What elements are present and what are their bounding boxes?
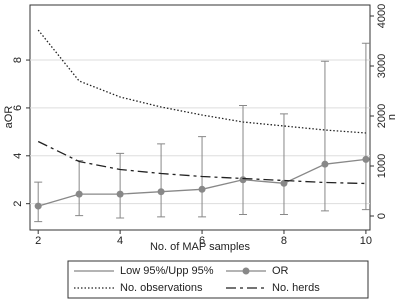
legend-label: OR — [272, 265, 289, 277]
x-tick-label: 10 — [360, 235, 372, 247]
point — [280, 179, 288, 187]
point — [239, 176, 247, 184]
series-line — [37, 29, 366, 134]
point — [362, 155, 370, 163]
legend-label: No. herds — [272, 282, 320, 294]
legend — [67, 260, 369, 299]
legend-label: Low 95%/Upp 95% — [120, 265, 214, 277]
plot-frame — [29, 4, 371, 231]
y-tick-label: 6 — [12, 105, 24, 111]
point — [75, 190, 83, 198]
y-axis-label: aOR — [3, 106, 15, 129]
error-bar — [157, 143, 166, 218]
series-line — [37, 140, 366, 185]
legend-marker — [242, 267, 250, 275]
error-bar — [239, 105, 248, 215]
error-bar — [361, 42, 370, 211]
legend-label: No. observations — [120, 282, 203, 294]
point — [34, 202, 42, 210]
y2-tick-label: 3000 — [376, 54, 388, 78]
x-axis-label: No. of MAP samples — [150, 241, 251, 253]
y2-tick-label: 0 — [376, 213, 388, 219]
point — [116, 190, 124, 198]
y2-tick-label: 1000 — [376, 154, 388, 178]
y-tick-label: 4 — [12, 153, 24, 159]
x-tick-label: 8 — [281, 235, 287, 247]
point — [157, 188, 165, 196]
x-tick-label: 4 — [117, 235, 123, 247]
point — [321, 160, 329, 168]
y2-axis-label: n — [386, 114, 398, 120]
y2-tick-label: 2000 — [376, 104, 388, 128]
y-tick-label: 8 — [12, 57, 24, 63]
x-tick-label: 2 — [35, 235, 41, 247]
y-tick-label: 2 — [12, 201, 24, 207]
y2-tick-label: 4000 — [376, 4, 388, 28]
error-bar — [320, 60, 329, 212]
error-bar — [34, 181, 43, 223]
error-bar — [279, 113, 288, 215]
error-bar — [116, 152, 125, 219]
point — [198, 185, 206, 193]
x-tick-label: 6 — [199, 235, 205, 247]
